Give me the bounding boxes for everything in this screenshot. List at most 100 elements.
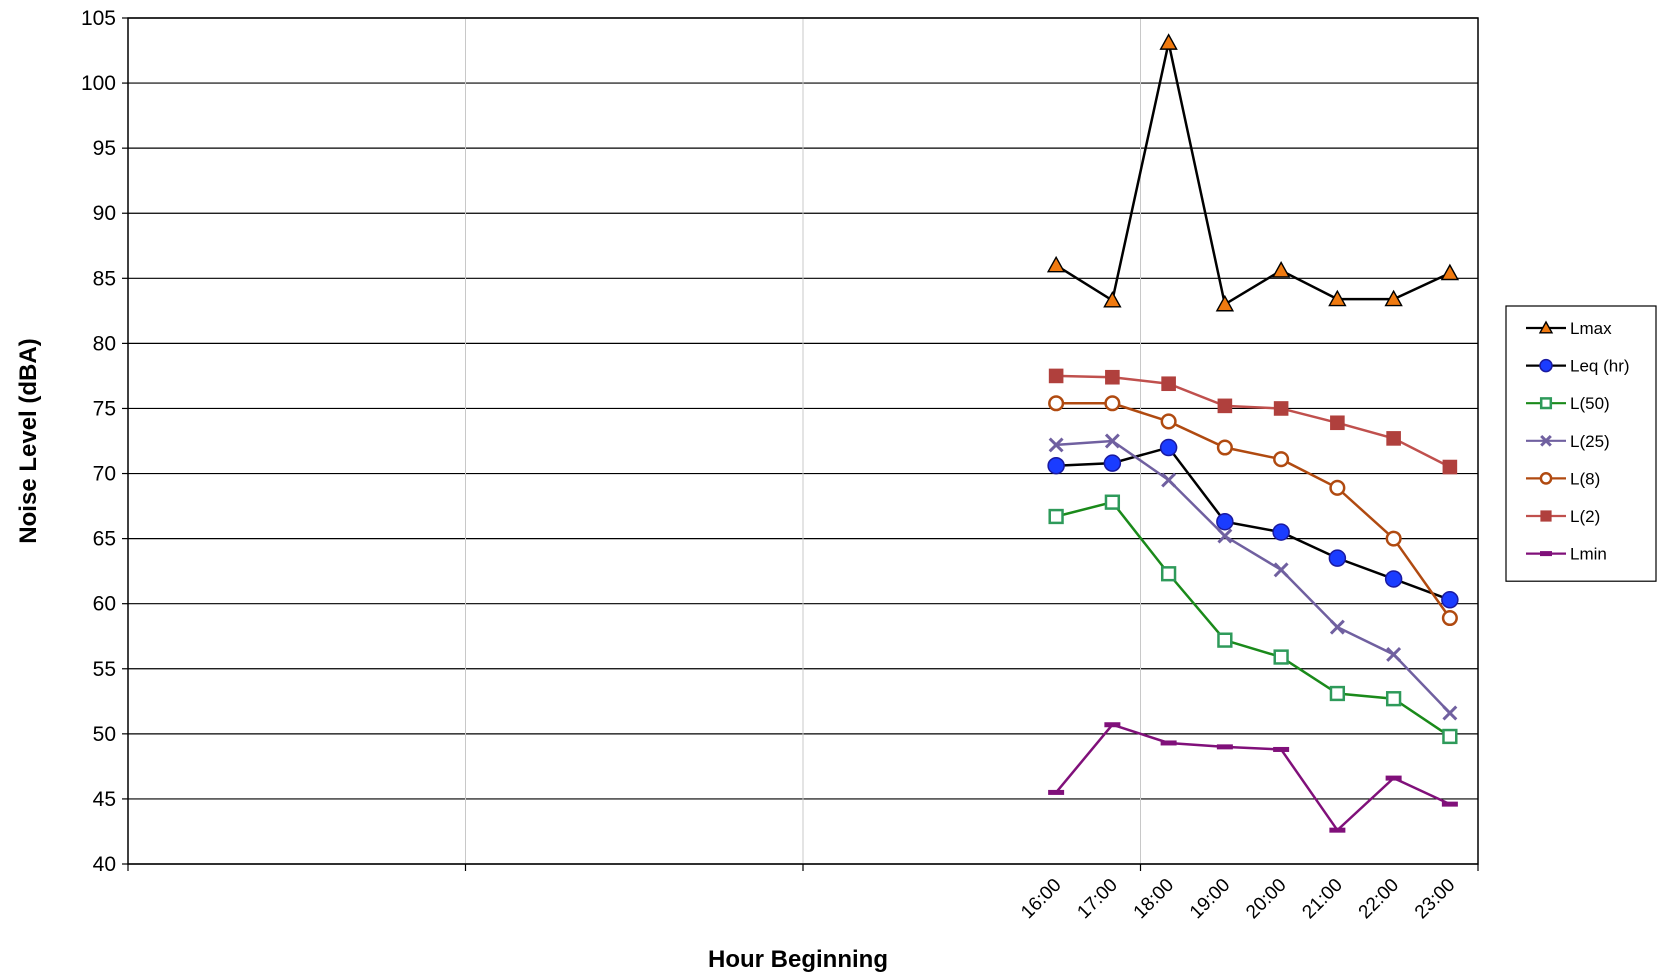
y-tick-label: 50	[93, 723, 116, 746]
legend-marker	[1540, 434, 1552, 447]
legend-marker	[1539, 358, 1553, 373]
y-tick-label: 80	[93, 332, 116, 355]
data-point-leq-hr	[1047, 456, 1065, 475]
series-lmin	[1048, 722, 1458, 833]
data-point-lmax	[1384, 289, 1403, 307]
data-point-lmin	[1273, 746, 1290, 752]
legend-item-l-25: L(25)	[1526, 432, 1610, 451]
legend-label: L(25)	[1570, 432, 1610, 451]
data-point-l-25	[1442, 705, 1458, 721]
data-point-leq-hr	[1384, 570, 1403, 588]
data-point-l-2	[1105, 369, 1120, 385]
data-point-lmin	[1216, 744, 1233, 750]
legend-marker	[1540, 551, 1552, 557]
legend-box	[1505, 305, 1657, 582]
data-point-lmax	[1271, 261, 1291, 278]
data-point-lmax	[1328, 289, 1347, 307]
data-point-lmax	[1046, 255, 1066, 273]
legend-marker	[1538, 320, 1554, 334]
legend-label: L(8)	[1570, 469, 1600, 488]
series-line-l-2	[1056, 374, 1451, 469]
data-point-l-50	[1048, 508, 1064, 525]
y-tick-label: 90	[93, 202, 116, 225]
data-point-l-2	[1161, 376, 1176, 392]
data-point-l-50	[1273, 649, 1289, 665]
legend-label: Leq (hr)	[1570, 357, 1630, 376]
y-tick-label: 60	[93, 593, 116, 616]
data-point-l-2	[1330, 415, 1345, 431]
data-point-l-8	[1273, 451, 1290, 468]
series-l-2	[1048, 368, 1458, 475]
data-point-leq-hr	[1159, 438, 1178, 457]
data-point-l-8	[1329, 479, 1346, 496]
data-point-l-8	[1216, 439, 1233, 456]
data-point-l-25	[1048, 437, 1064, 453]
data-point-l-25	[1104, 433, 1120, 449]
data-point-l-2	[1442, 459, 1458, 475]
series-line-leq-hr	[1056, 446, 1451, 601]
series-line-l-50	[1055, 500, 1451, 738]
series-lmax	[1046, 33, 1460, 312]
data-point-lmin	[1441, 801, 1458, 807]
y-axis-title: Noise Level (dBA)	[15, 338, 42, 543]
data-point-l-50	[1442, 728, 1458, 745]
series-l-25	[1048, 433, 1458, 721]
series-line-lmin	[1055, 723, 1451, 833]
data-point-lmax	[1440, 263, 1460, 281]
series-l-8	[1048, 395, 1458, 627]
data-point-l-25	[1217, 528, 1233, 544]
legend: Lmax Leq (hr) L(50) L(25) L(8) L(2) Lmin	[1505, 305, 1657, 582]
series-line-l-8	[1056, 402, 1451, 619]
data-point-l-2	[1217, 398, 1233, 414]
legend-item-lmin: Lmin	[1526, 545, 1607, 564]
data-point-leq-hr	[1272, 523, 1290, 541]
y-tick-label: 55	[93, 658, 116, 681]
data-point-l-25	[1161, 472, 1177, 488]
data-point-lmin	[1329, 827, 1346, 833]
series-l-50	[1048, 494, 1458, 745]
y-tick-label: 95	[93, 137, 116, 160]
legend-item-leq-hr: Leq (hr)	[1526, 357, 1630, 376]
data-point-l-8	[1048, 395, 1065, 412]
data-point-l-50	[1160, 566, 1177, 582]
y-tick-label: 70	[93, 463, 116, 486]
legend-label: L(2)	[1570, 507, 1600, 526]
legend-label: Lmin	[1570, 545, 1607, 564]
data-point-lmin	[1048, 789, 1065, 795]
data-point-l-8	[1104, 395, 1121, 412]
data-point-l-8	[1441, 609, 1458, 627]
data-point-l-8	[1385, 530, 1402, 547]
data-point-l-50	[1385, 691, 1402, 707]
legend-marker	[1539, 397, 1553, 410]
series-group	[1046, 33, 1460, 833]
series-line-l-25	[1056, 439, 1451, 714]
data-point-lmin	[1385, 775, 1402, 781]
legend-item-l-50: L(50)	[1526, 394, 1610, 413]
data-point-leq-hr	[1328, 549, 1347, 567]
y-tick-label: 100	[81, 72, 116, 95]
data-point-l-8	[1160, 413, 1177, 430]
data-point-lmax	[1215, 294, 1235, 312]
legend-item-l-2: L(2)	[1526, 507, 1600, 526]
legend-marker	[1540, 510, 1552, 522]
y-tick-label: 75	[93, 397, 116, 420]
y-tick-label: 40	[93, 853, 116, 876]
legend-item-lmax: Lmax	[1526, 319, 1612, 338]
series-leq-hr	[1047, 438, 1459, 609]
data-point-lmin	[1160, 740, 1177, 746]
y-tick-label: 105	[81, 7, 116, 30]
data-point-l-25	[1273, 562, 1289, 578]
legend-marker	[1539, 472, 1553, 485]
data-point-l-50	[1329, 685, 1346, 702]
data-point-lmin	[1104, 722, 1121, 728]
data-point-leq-hr	[1103, 454, 1122, 472]
data-point-l-50	[1217, 632, 1233, 648]
data-point-lmax	[1103, 290, 1122, 308]
data-point-l-50	[1104, 494, 1121, 510]
legend-label: L(50)	[1570, 394, 1610, 413]
y-tick-label: 85	[93, 267, 116, 290]
data-point-l-2	[1386, 431, 1401, 446]
x-axis-title: Hour Beginning	[708, 946, 888, 973]
